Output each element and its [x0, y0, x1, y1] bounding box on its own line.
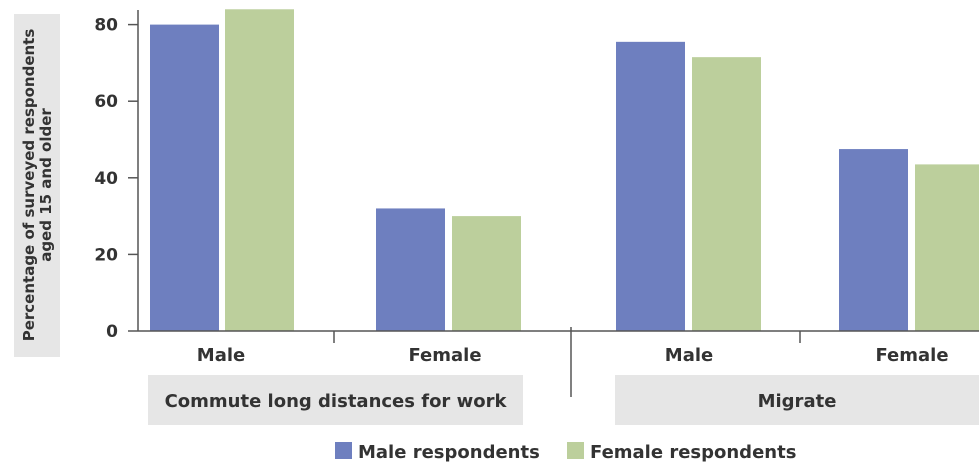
y-tick-label: 80	[94, 16, 118, 36]
y-axis-label: Percentage of surveyed respondentsaged 1…	[20, 29, 55, 342]
y-axis-label-box	[14, 14, 60, 357]
y-axis-ticks: 0 20 40 60 80	[94, 16, 138, 342]
category-label: Male	[197, 345, 245, 366]
x-axis	[137, 10, 979, 397]
bar-female-respondents	[452, 216, 521, 331]
y-axis-label: Percentage of surveyed respondentsaged 1…	[14, 14, 60, 357]
group-label: Commute long distances for work	[165, 391, 508, 412]
y-tick-label: 20	[94, 245, 118, 265]
bar-male-respondents	[839, 149, 908, 331]
group-box	[615, 375, 979, 425]
y-tick-label: 40	[94, 169, 118, 189]
bar-male-respondents	[376, 208, 445, 331]
y-tick-label: 0	[106, 322, 118, 342]
category-label: Female	[875, 345, 948, 366]
bars	[150, 9, 979, 332]
group-label: Migrate	[758, 391, 837, 412]
category-label: Male	[665, 345, 713, 366]
legend-swatch	[335, 442, 352, 459]
group-box	[148, 375, 523, 425]
bar-female-respondents	[692, 57, 761, 331]
group-labels: Commute long distances for work Migrate	[148, 375, 979, 425]
y-tick-label: 60	[94, 92, 118, 112]
bar-female-respondents	[915, 164, 979, 331]
legend-label: Female respondents	[590, 442, 796, 463]
legend-swatch	[567, 442, 584, 459]
legend: Male respondents Female respondents	[335, 442, 796, 463]
legend-label: Male respondents	[358, 442, 540, 463]
bar-male-respondents	[150, 24, 219, 331]
category-label: Female	[408, 345, 481, 366]
bar-female-respondents	[225, 9, 294, 332]
bar-male-respondents	[616, 41, 685, 332]
category-labels: Male Female Male Female	[197, 345, 949, 366]
